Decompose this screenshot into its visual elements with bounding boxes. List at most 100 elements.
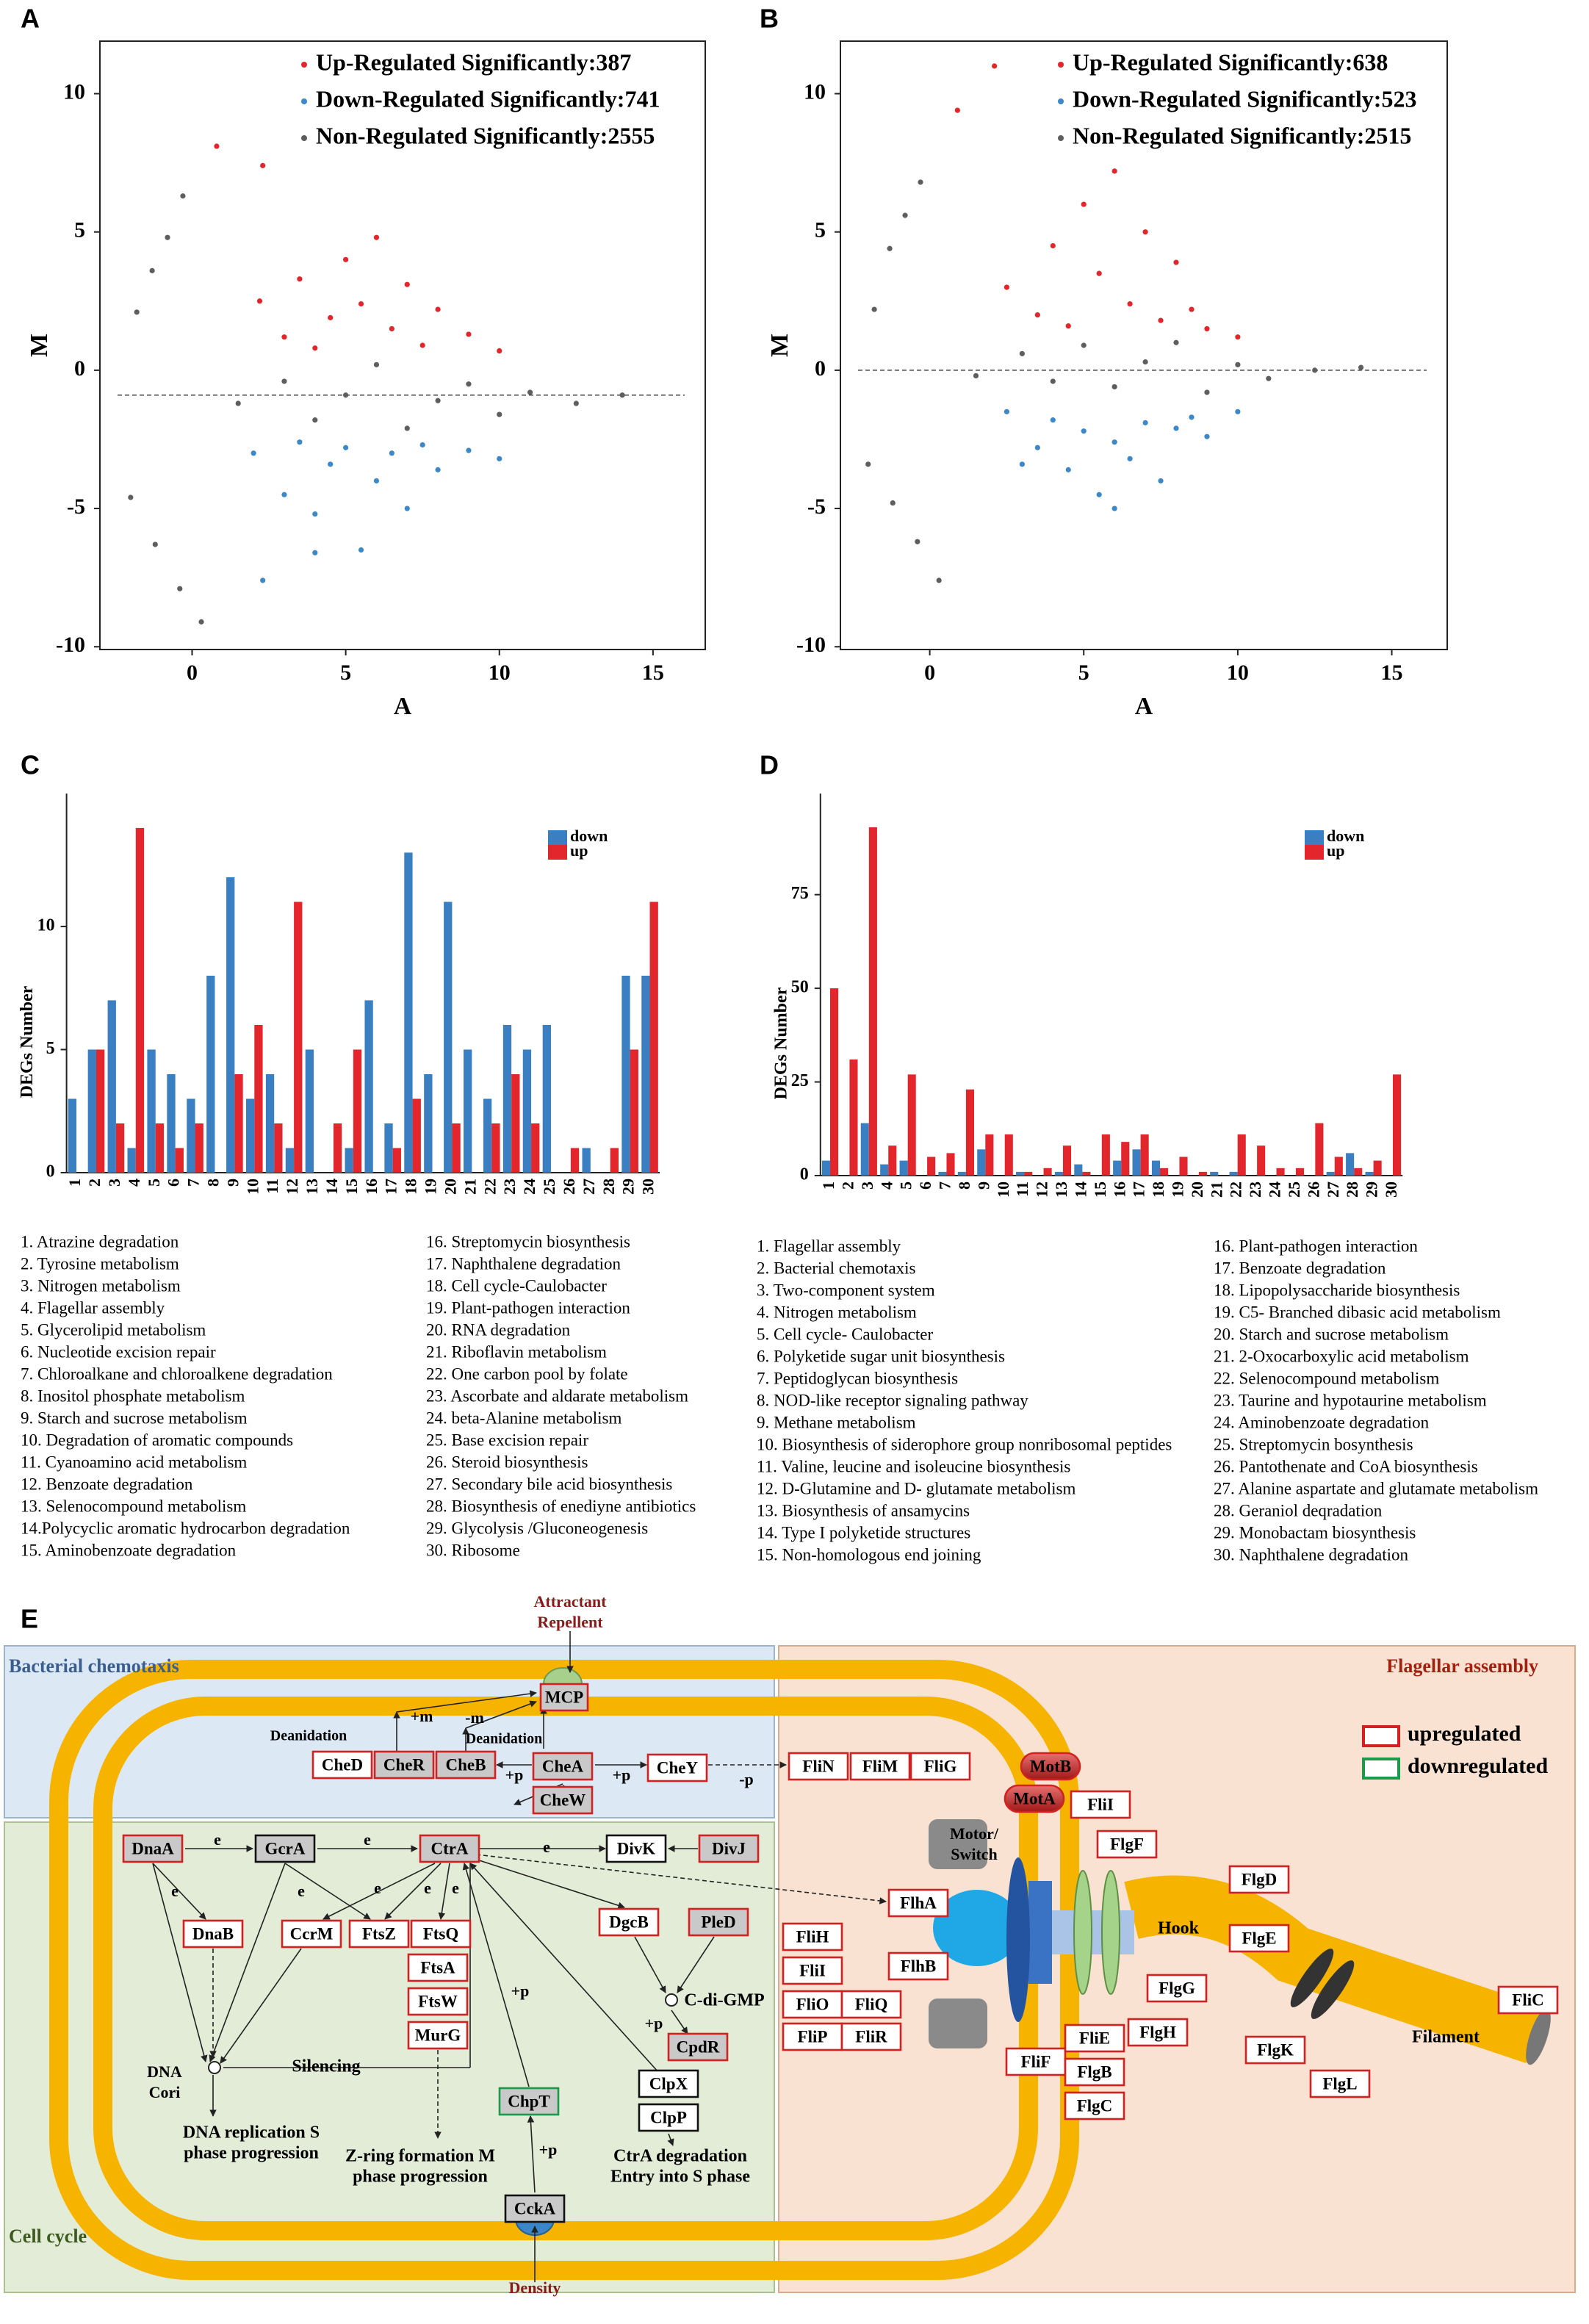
bar bbox=[353, 1049, 362, 1173]
point bbox=[1204, 433, 1210, 439]
diagram-text: e bbox=[424, 1879, 431, 1897]
pathway-label: 4. Flagellar assembly bbox=[21, 1298, 165, 1317]
gene-label: DgcB bbox=[609, 1913, 649, 1931]
gene-label: FlgL bbox=[1322, 2074, 1357, 2093]
bar bbox=[899, 1160, 908, 1176]
bar bbox=[245, 1098, 255, 1173]
gene-label: CheD bbox=[322, 1755, 363, 1774]
diagram-text: Cell cycle bbox=[9, 2226, 87, 2247]
bar bbox=[621, 975, 630, 1173]
gene-label: DnaA bbox=[131, 1839, 174, 1857]
x-tick-label: 28 bbox=[599, 1179, 618, 1195]
legend-label: Non-Regulated Significantly:2515 bbox=[1073, 122, 1411, 148]
point bbox=[165, 234, 170, 240]
legend-marker bbox=[301, 98, 307, 104]
bar bbox=[274, 1123, 283, 1173]
point bbox=[297, 439, 303, 445]
gene-node bbox=[539, 1683, 589, 1712]
x-tick-label: 14 bbox=[1071, 1181, 1089, 1198]
y-tick-label: -10 bbox=[56, 633, 85, 657]
gene-label: PleD bbox=[701, 1913, 735, 1931]
diagram-text: e bbox=[298, 1882, 305, 1900]
gene-label: FlgK bbox=[1257, 2040, 1294, 2059]
pathway-label: 11. Cyanoamino acid metabolism bbox=[21, 1453, 247, 1471]
x-tick-label: 15 bbox=[342, 1179, 361, 1195]
x-tick-label: 8 bbox=[955, 1181, 973, 1190]
x-tick-label: 20 bbox=[441, 1179, 459, 1195]
bar bbox=[1276, 1168, 1285, 1176]
bar bbox=[167, 1073, 176, 1173]
gene-label: CckA bbox=[514, 2199, 556, 2217]
bar bbox=[888, 1145, 897, 1176]
point bbox=[992, 63, 998, 69]
x-tick-label: 7 bbox=[936, 1181, 954, 1190]
bar bbox=[1082, 1171, 1091, 1176]
pathway-label: 8. Inositol phosphate metabolism bbox=[21, 1386, 245, 1405]
gene-label: FliH bbox=[796, 1927, 829, 1946]
gene-node bbox=[498, 2087, 560, 2116]
legend-label: Down-Regulated Significantly:741 bbox=[316, 85, 660, 112]
legend-swatch bbox=[548, 830, 567, 845]
x-tick-label: 24 bbox=[520, 1179, 538, 1195]
bar bbox=[1373, 1160, 1382, 1176]
bar bbox=[511, 1073, 520, 1173]
diagram-text: Attractant bbox=[534, 1592, 608, 1611]
gene-node bbox=[407, 1953, 469, 1982]
gene-node bbox=[504, 2194, 566, 2223]
gene-label: FtsW bbox=[418, 1992, 458, 2010]
y-tick-label: 75 bbox=[791, 884, 809, 903]
x-tick-label: 15 bbox=[1091, 1181, 1109, 1198]
x-tick-label: 15 bbox=[642, 661, 664, 685]
y-tick-label: 10 bbox=[63, 79, 85, 104]
pathway-label: 25. Base excision repair bbox=[426, 1431, 588, 1449]
point bbox=[373, 234, 380, 240]
point bbox=[435, 467, 441, 472]
pathway-label: 28. Geraniol deqradation bbox=[1214, 1501, 1383, 1519]
gene-label: ChpT bbox=[508, 2092, 550, 2110]
diagram-text: Switch bbox=[951, 1845, 998, 1863]
pathway-label: 9. Methane metabolism bbox=[757, 1413, 916, 1431]
bar bbox=[1016, 1171, 1025, 1176]
bar bbox=[1326, 1171, 1335, 1176]
gene-label: MotB bbox=[1030, 1757, 1071, 1775]
x-tick-label: 5 bbox=[1078, 661, 1089, 685]
point bbox=[954, 107, 960, 113]
bar bbox=[483, 1098, 492, 1173]
point bbox=[1050, 378, 1056, 384]
pathway-label: 3. Nitrogen metabolism bbox=[21, 1276, 181, 1295]
pathway-label: 14. Type I polyketide structures bbox=[757, 1523, 970, 1541]
gene-node bbox=[646, 1753, 708, 1782]
legend-label: Down-Regulated Significantly:523 bbox=[1073, 85, 1416, 112]
y-tick-label: 10 bbox=[804, 79, 826, 104]
x-tick-label: 18 bbox=[1149, 1181, 1167, 1198]
point bbox=[297, 276, 303, 282]
x-axis-label: A bbox=[1135, 693, 1153, 720]
x-tick-label: 12 bbox=[1033, 1181, 1051, 1198]
point bbox=[1065, 467, 1071, 472]
bar bbox=[491, 1123, 500, 1173]
point bbox=[1204, 325, 1210, 332]
pathway-label: 8. NOD-like receptor signaling pathway bbox=[757, 1391, 1028, 1409]
x-tick-label: 7 bbox=[184, 1179, 203, 1187]
point bbox=[573, 400, 579, 406]
bar bbox=[1229, 1171, 1238, 1176]
gene-label: FtsA bbox=[420, 1958, 455, 1976]
bar bbox=[1062, 1145, 1072, 1176]
bar bbox=[1392, 1074, 1402, 1176]
bar bbox=[175, 1148, 184, 1173]
bar bbox=[1354, 1168, 1363, 1176]
bar bbox=[1054, 1171, 1063, 1176]
gene-node bbox=[782, 1922, 843, 1951]
pathway-label: 16. Streptomycin biosynthesis bbox=[426, 1232, 630, 1251]
panel-label: C bbox=[21, 750, 40, 780]
bar bbox=[226, 877, 235, 1173]
pathway-label: 13. Biosynthesis of ansamycins bbox=[757, 1501, 970, 1519]
x-tick-label: 22 bbox=[480, 1179, 499, 1195]
legend-label: down bbox=[570, 827, 608, 845]
diagram-text: Flagellar assembly bbox=[1386, 1655, 1538, 1677]
point bbox=[251, 450, 256, 456]
panel-label: D bbox=[760, 750, 779, 780]
plot-frame bbox=[840, 40, 1448, 650]
ms-ring bbox=[1006, 1857, 1030, 2022]
bar bbox=[830, 988, 839, 1176]
